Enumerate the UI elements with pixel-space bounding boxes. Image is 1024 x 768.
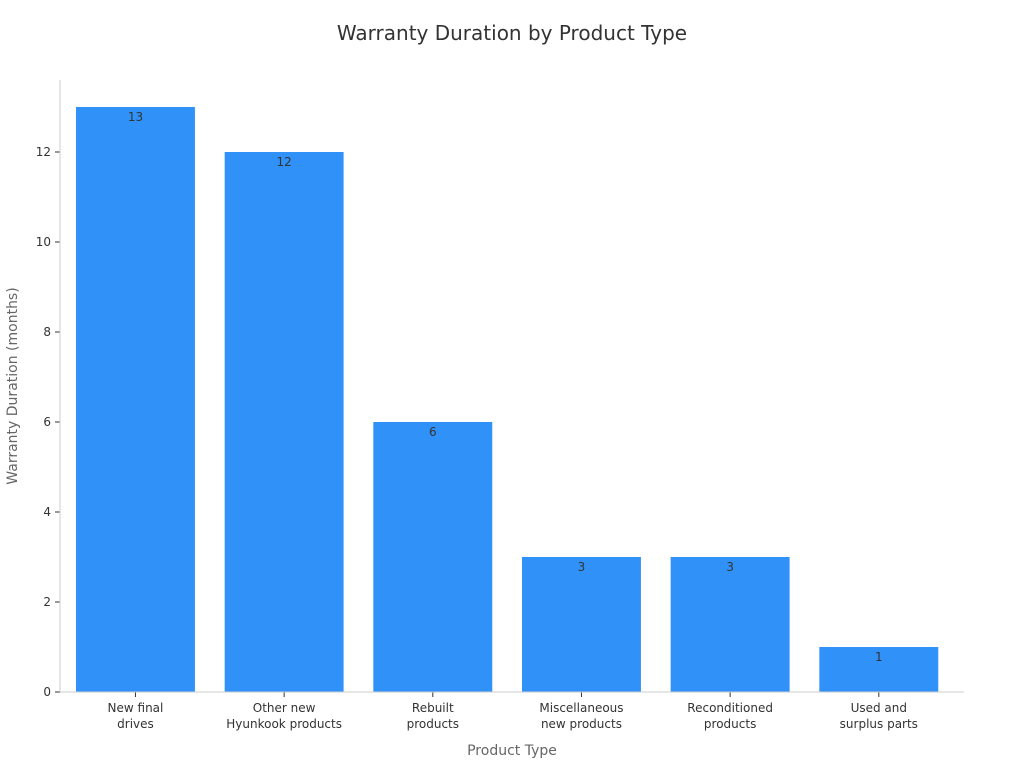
y-tick-label-3: 6: [43, 415, 51, 429]
data-label-1: 12: [276, 155, 291, 169]
data-label-3: 3: [578, 560, 586, 574]
y-tick-label-4: 8: [43, 325, 51, 339]
x-axis-ticks: New final drives Other new Hyunkook product…: [108, 692, 918, 731]
bar-4: [670, 557, 790, 692]
data-label-5: 1: [875, 650, 883, 664]
bar-0: [76, 107, 195, 692]
bar-1: [224, 152, 344, 692]
x-tick-label-0: New final drives: [108, 701, 164, 731]
y-axis-label: Warranty Duration (months): [5, 287, 21, 484]
data-label-0: 13: [128, 110, 143, 124]
x-tick-label-5: Used and surplus parts: [840, 701, 918, 731]
x-tick-label-2: Rebuilt products: [407, 701, 459, 731]
data-label-2: 6: [429, 425, 437, 439]
bar-3: [522, 557, 641, 692]
y-axis-ticks: 0 2 4 6 8 10 12: [36, 145, 60, 699]
bars-group: [76, 107, 939, 692]
x-tick-label-1: Other new Hyunkook products: [226, 701, 342, 731]
y-tick-label-0: 0: [43, 685, 51, 699]
x-axis-label: Product Type: [467, 743, 557, 759]
data-label-4: 3: [726, 560, 734, 574]
y-tick-label-1: 2: [43, 595, 51, 609]
x-tick-label-4: Reconditioned products: [687, 701, 773, 731]
bar-5: [819, 647, 939, 692]
data-labels-group: 13 12 6 3 3 1: [128, 110, 883, 664]
x-tick-label-3: Miscellaneous new products: [539, 701, 623, 731]
bar-2: [373, 422, 493, 692]
chart-title: Warranty Duration by Product Type: [337, 21, 687, 45]
y-tick-label-2: 4: [43, 505, 51, 519]
y-tick-label-6: 12: [36, 145, 51, 159]
y-tick-label-5: 10: [36, 235, 51, 249]
